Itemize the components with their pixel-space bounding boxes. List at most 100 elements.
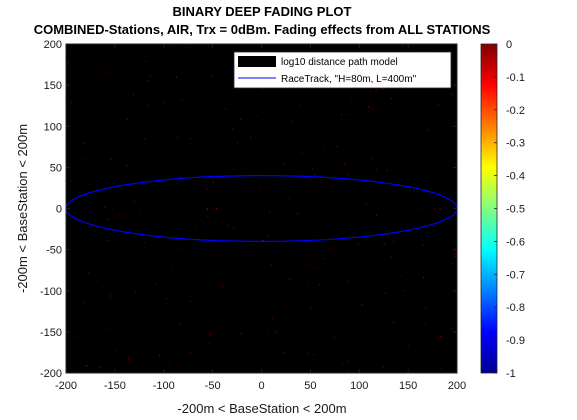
speckle-point — [419, 259, 421, 261]
speckle-point — [289, 278, 291, 280]
speckle-point — [164, 102, 166, 104]
speckle-point — [82, 159, 84, 161]
chart-title: BINARY DEEP FADING PLOT — [173, 4, 352, 19]
speckle-point — [85, 364, 87, 366]
speckle-point — [310, 179, 312, 181]
speckle-point — [357, 243, 359, 245]
speckle-point — [87, 272, 89, 274]
speckle-point — [370, 90, 372, 92]
speckle-point — [191, 171, 193, 173]
speckle-point — [222, 285, 224, 287]
speckle-point — [450, 328, 452, 330]
speckle-point — [126, 165, 128, 167]
speckle-point — [276, 329, 278, 331]
speckle-point — [425, 307, 427, 309]
speckle-point — [118, 214, 120, 215]
colorbar-tick-label: -0.9 — [506, 335, 525, 347]
speckle-point — [313, 353, 315, 355]
speckle-point — [392, 240, 394, 242]
speckle-point — [268, 211, 270, 213]
speckle-point — [349, 114, 351, 116]
colorbar-tick-label: -1 — [506, 368, 516, 380]
speckle-point — [455, 256, 457, 257]
speckle-point — [279, 243, 281, 245]
speckle-point — [382, 88, 383, 90]
speckle-point — [207, 215, 209, 217]
speckle-point — [299, 105, 301, 107]
speckle-point — [99, 253, 100, 255]
speckle-point — [177, 137, 179, 139]
speckle-point — [169, 365, 170, 367]
plot-background — [66, 44, 457, 373]
speckle-point — [223, 345, 225, 347]
speckle-point — [108, 218, 110, 220]
speckle-point — [352, 235, 354, 237]
speckle-point — [375, 214, 377, 216]
speckle-point — [333, 337, 335, 339]
speckle-point — [267, 329, 269, 331]
speckle-point — [327, 250, 329, 252]
speckle-point — [110, 158, 112, 160]
speckle-point — [115, 350, 116, 352]
colorbar-tick-label: -0.4 — [506, 171, 525, 183]
speckle-point — [189, 300, 191, 302]
speckle-point — [348, 370, 350, 372]
speckle-point — [436, 156, 438, 158]
speckle-point — [312, 169, 314, 171]
speckle-point — [378, 327, 380, 329]
speckle-point — [213, 213, 215, 214]
legend-label-path-model: log10 distance path model — [281, 57, 398, 68]
speckle-point — [133, 94, 135, 96]
speckle-point — [391, 98, 393, 99]
y-tick-label: -100 — [40, 286, 62, 298]
legend: log10 distance path model RaceTrack, "H=… — [233, 51, 452, 89]
speckle-point — [177, 248, 179, 249]
speckle-point — [393, 321, 395, 323]
speckle-point — [368, 106, 370, 108]
speckle-point — [237, 142, 239, 144]
speckle-point — [67, 151, 69, 153]
speckle-point — [413, 190, 414, 192]
speckle-point — [267, 235, 269, 237]
y-tick-label: 0 — [56, 204, 62, 216]
speckle-point — [336, 145, 338, 147]
speckle-point — [376, 89, 378, 91]
speckle-point — [382, 367, 384, 369]
speckle-point — [213, 239, 215, 241]
speckle-point — [454, 254, 456, 256]
speckle-point — [384, 292, 386, 294]
speckle-point — [346, 174, 348, 176]
speckle-point — [423, 51, 425, 53]
colorbar-tick-label: -0.2 — [506, 105, 525, 117]
speckle-point — [316, 276, 318, 278]
speckle-point — [170, 243, 172, 245]
speckle-point — [104, 206, 106, 208]
colorbar-tick-label: -0.3 — [506, 138, 525, 150]
speckle-point — [441, 367, 443, 369]
x-tick-label: 100 — [350, 380, 368, 392]
speckle-point — [144, 242, 146, 243]
x-axis: -200 -150 -100 -50 0 50 100 150 200 — [55, 44, 466, 392]
speckle-point — [100, 366, 102, 368]
speckle-point — [386, 234, 388, 236]
speckle-point — [380, 356, 382, 358]
speckle-point — [146, 105, 148, 106]
speckle-point — [209, 58, 211, 60]
speckle-point — [233, 167, 235, 169]
speckle-point — [141, 156, 143, 158]
speckle-point — [207, 208, 209, 210]
speckle-point — [424, 323, 426, 325]
speckle-point — [210, 77, 212, 78]
x-axis-label: -200m < BaseStation < 200m — [177, 401, 346, 416]
x-tick-label: -100 — [153, 380, 175, 392]
speckle-point — [310, 307, 312, 309]
speckle-point — [185, 46, 187, 48]
speckle-point — [421, 115, 423, 117]
speckle-point — [409, 189, 411, 191]
speckle-point — [342, 362, 344, 364]
speckle-point — [434, 208, 436, 210]
speckle-point — [347, 281, 349, 283]
speckle-point — [70, 180, 72, 182]
colorbar-axis: 0 -0.1 -0.2 -0.3 -0.4 -0.5 -0.6 -0.7 -0.8 -0.9 -1 — [494, 39, 525, 380]
speckle-point — [277, 50, 279, 52]
